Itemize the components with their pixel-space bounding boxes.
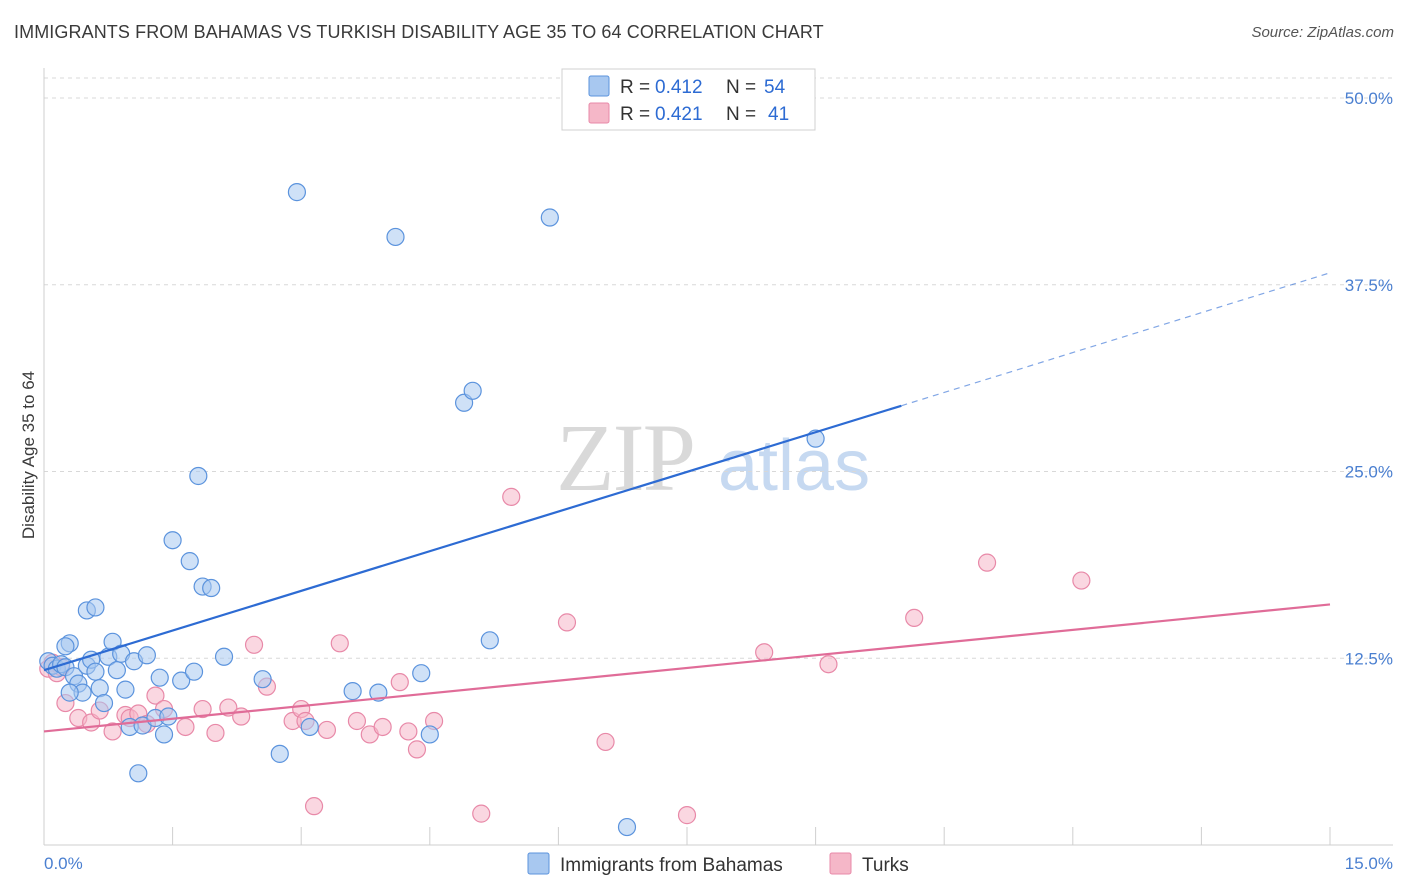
y-tick-label: 50.0%	[1345, 89, 1393, 108]
data-point-turks	[399, 722, 418, 741]
legend-swatch-blue	[588, 75, 610, 97]
data-point-turks	[407, 740, 427, 759]
data-point-bahamas	[270, 744, 289, 763]
legend-bottom: Immigrants from Bahamas Turks	[527, 852, 909, 876]
x-tick-label-max: 15.0%	[1345, 854, 1393, 873]
data-point-bahamas	[369, 683, 388, 702]
data-point-bahamas	[86, 662, 105, 681]
data-point-turks	[472, 804, 491, 823]
trendline-bahamas-extension	[901, 272, 1331, 407]
data-point-turks	[146, 686, 165, 705]
data-point-turks	[103, 722, 122, 741]
legend-r-value-blue: 0.412	[655, 77, 703, 98]
legend-r-label-blue: R =	[620, 77, 650, 98]
data-point-bahamas	[253, 670, 272, 689]
data-point-bahamas	[300, 717, 319, 737]
data-point-turks	[596, 732, 615, 752]
data-point-turks	[304, 797, 324, 816]
data-point-turks	[677, 806, 697, 825]
watermark-zip: ZIP	[556, 404, 694, 511]
data-point-turks	[176, 717, 195, 737]
y-axis-title: Disability Age 35 to 64	[19, 371, 38, 539]
data-point-bahamas	[540, 208, 559, 227]
data-point-turks	[557, 613, 577, 632]
data-point-bahamas	[107, 661, 126, 680]
legend-top: R = 0.412 N = 54 R = 0.421 N = 41	[561, 68, 816, 131]
legend-r-value-pink: 0.421	[655, 104, 703, 125]
trendlines	[43, 272, 1331, 733]
legend-bottom-label-blue: Immigrants from Bahamas	[560, 855, 783, 876]
data-point-turks	[206, 723, 225, 743]
data-point-bahamas	[56, 637, 75, 656]
y-tick-label: 12.5%	[1345, 649, 1393, 668]
data-point-bahamas	[163, 531, 182, 550]
data-point-bahamas	[90, 679, 109, 698]
series-turks	[39, 487, 1091, 825]
data-point-bahamas	[386, 227, 405, 247]
legend-n-value-blue: 54	[764, 77, 786, 98]
data-point-bahamas	[420, 725, 439, 744]
data-point-turks	[373, 717, 392, 737]
data-point-turks	[390, 673, 409, 692]
source-label: Source: ZipAtlas.com	[1251, 24, 1394, 41]
legend-n-label-pink: N =	[726, 104, 756, 125]
data-point-bahamas	[86, 598, 105, 617]
data-point-turks	[330, 634, 349, 653]
data-point-bahamas	[129, 764, 148, 783]
data-point-bahamas	[172, 671, 191, 690]
watermark: ZIP atlas	[556, 404, 870, 511]
legend-bottom-label-pink: Turks	[862, 855, 909, 876]
trendline-turks	[43, 603, 1331, 733]
data-point-bahamas	[184, 662, 204, 681]
data-point-bahamas	[94, 693, 114, 713]
data-point-bahamas	[343, 682, 362, 701]
x-tick-label-min: 0.0%	[44, 854, 83, 873]
data-point-bahamas	[116, 680, 135, 699]
trendline-bahamas	[43, 404, 902, 672]
legend-bottom-swatch-blue	[527, 852, 550, 875]
grid	[44, 77, 1393, 659]
legend-swatch-pink	[588, 102, 610, 124]
data-point-bahamas	[463, 381, 482, 400]
axes: 12.5% 25.0% 37.5% 50.0%	[43, 68, 1393, 846]
data-point-turks	[317, 720, 337, 740]
data-point-turks	[502, 487, 521, 506]
data-point-bahamas	[617, 817, 637, 837]
chart-title: IMMIGRANTS FROM BAHAMAS VS TURKISH DISAB…	[14, 22, 824, 42]
data-point-bahamas	[154, 725, 174, 744]
data-point-turks	[1072, 571, 1091, 590]
data-point-bahamas	[202, 578, 221, 598]
data-point-turks	[755, 643, 774, 662]
data-point-bahamas	[150, 668, 169, 687]
data-point-bahamas	[180, 552, 199, 571]
data-point-turks	[905, 608, 924, 628]
data-point-bahamas	[159, 707, 178, 726]
data-point-bahamas	[214, 647, 234, 666]
y-tick-label: 25.0%	[1345, 463, 1393, 482]
data-point-turks	[819, 655, 838, 674]
data-point-bahamas	[60, 683, 79, 702]
data-point-turks	[244, 635, 264, 654]
data-point-bahamas	[189, 466, 208, 486]
legend-n-value-pink: 41	[768, 104, 789, 125]
data-point-turks	[347, 711, 367, 731]
legend-n-label-blue: N =	[726, 77, 756, 98]
data-point-turks	[977, 553, 997, 572]
legend-bottom-swatch-pink	[829, 852, 852, 875]
data-point-bahamas	[480, 631, 499, 650]
data-point-turks	[193, 699, 212, 719]
series-immigrants-from-bahamas	[39, 183, 825, 837]
data-point-bahamas	[412, 664, 431, 683]
legend-r-label-pink: R =	[620, 104, 650, 125]
y-tick-label: 37.5%	[1345, 276, 1393, 295]
data-point-bahamas	[287, 183, 307, 202]
data-point-bahamas	[137, 646, 156, 665]
